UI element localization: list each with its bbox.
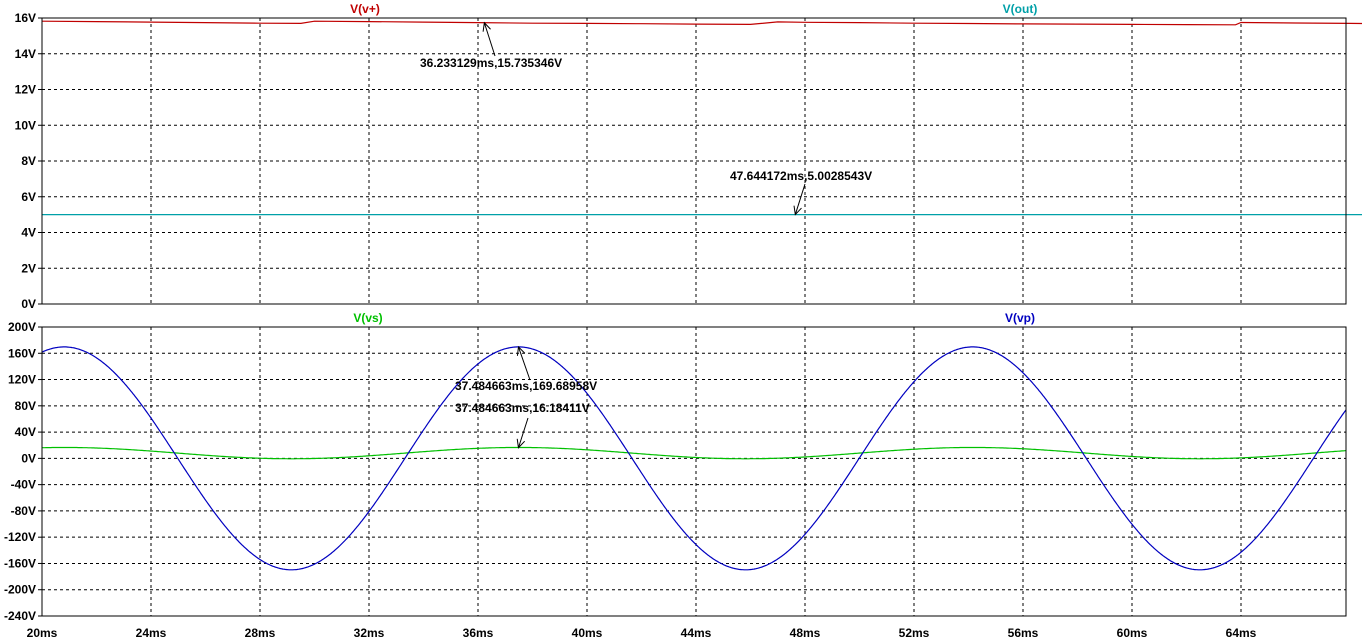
- bottom-pane-frame: [41, 326, 1347, 617]
- y-tick-label: 2V: [21, 261, 36, 275]
- y-tick-label: 200V: [8, 320, 36, 334]
- x-tick-label: 52ms: [899, 626, 930, 640]
- trace-name: V(vs): [353, 311, 382, 325]
- x-tick-label: 60ms: [1117, 626, 1148, 640]
- trace-v-v: [41, 20, 1362, 26]
- y-tick-label: 8V: [21, 154, 36, 168]
- y-tick-label: 4V: [21, 226, 36, 240]
- annotation-leader: [517, 346, 531, 381]
- annotation-arrowhead: [516, 345, 526, 356]
- trace-name: V(vp): [1005, 311, 1035, 325]
- y-tick-label: 16V: [15, 11, 36, 25]
- trace-name: V(out): [1003, 2, 1038, 16]
- annotation-label: 37.484663ms,16.18411V: [455, 401, 590, 415]
- x-tick-label: 48ms: [790, 626, 821, 640]
- y-tick-label: 0V: [21, 297, 36, 311]
- annotation-leader: [794, 183, 806, 215]
- y-tick-label: 40V: [15, 425, 36, 439]
- annotation-label: 47.644172ms,5.0028543V: [730, 169, 872, 183]
- x-tick-label: 64ms: [1226, 626, 1257, 640]
- y-tick-label: 6V: [21, 190, 36, 204]
- annotation-arrowhead: [516, 438, 526, 449]
- x-tick-label: 28ms: [245, 626, 276, 640]
- y-tick-label: 10V: [15, 118, 36, 132]
- y-tick-label: -240V: [4, 609, 36, 623]
- annotation-leader: [483, 22, 496, 57]
- x-tick-label: 32ms: [354, 626, 385, 640]
- y-tick-label: -40V: [11, 478, 36, 492]
- trace-v-vs: [42, 446, 1347, 460]
- annotation-label: 36.233129ms,15.735346V: [420, 56, 562, 70]
- annotation-arrowhead: [793, 205, 802, 216]
- x-tick-label: 44ms: [681, 626, 712, 640]
- y-tick-label: 120V: [8, 373, 36, 387]
- y-tick-label: -200V: [4, 583, 36, 597]
- annotation-label: 37.484663ms,169.68958V: [455, 379, 597, 393]
- traces: [41, 20, 1362, 571]
- trace-legend: V(v+) V(out) V(vs) V(vp): [350, 2, 1037, 325]
- y-tick-label: -120V: [4, 530, 36, 544]
- x-tick-label: 20ms: [27, 626, 58, 640]
- top-pane-grid: [38, 17, 1346, 305]
- annotation-leader: [517, 417, 529, 448]
- bottom-pane-grid: [38, 326, 1346, 617]
- y-tick-label: 80V: [15, 399, 36, 413]
- y-tick-label: -80V: [11, 504, 36, 518]
- x-tick-label: 56ms: [1008, 626, 1039, 640]
- x-tick-label: 24ms: [136, 626, 167, 640]
- x-tick-label: 36ms: [463, 626, 494, 640]
- top-pane-frame: [41, 17, 1347, 305]
- y-tick-label: 14V: [15, 47, 36, 61]
- y-tick-label: 0V: [21, 451, 36, 465]
- annotation-arrowhead: [482, 21, 491, 32]
- x-tick-label: 40ms: [572, 626, 603, 640]
- y-tick-label: 12V: [15, 83, 36, 97]
- y-tick-label: -160V: [4, 556, 36, 570]
- tick-labels: 0V 2V 4V 6V 8V 10V 12V 14V 16V 20ms 24ms 28ms 32ms 36…: [4, 11, 1257, 640]
- y-tick-label: 160V: [8, 346, 36, 360]
- trace-name: V(v+): [350, 2, 380, 16]
- trace-v-vp: [41, 346, 1347, 571]
- cursor-annotations: 36.233129ms,15.735346V 47.644172ms,5.0028…: [420, 21, 872, 449]
